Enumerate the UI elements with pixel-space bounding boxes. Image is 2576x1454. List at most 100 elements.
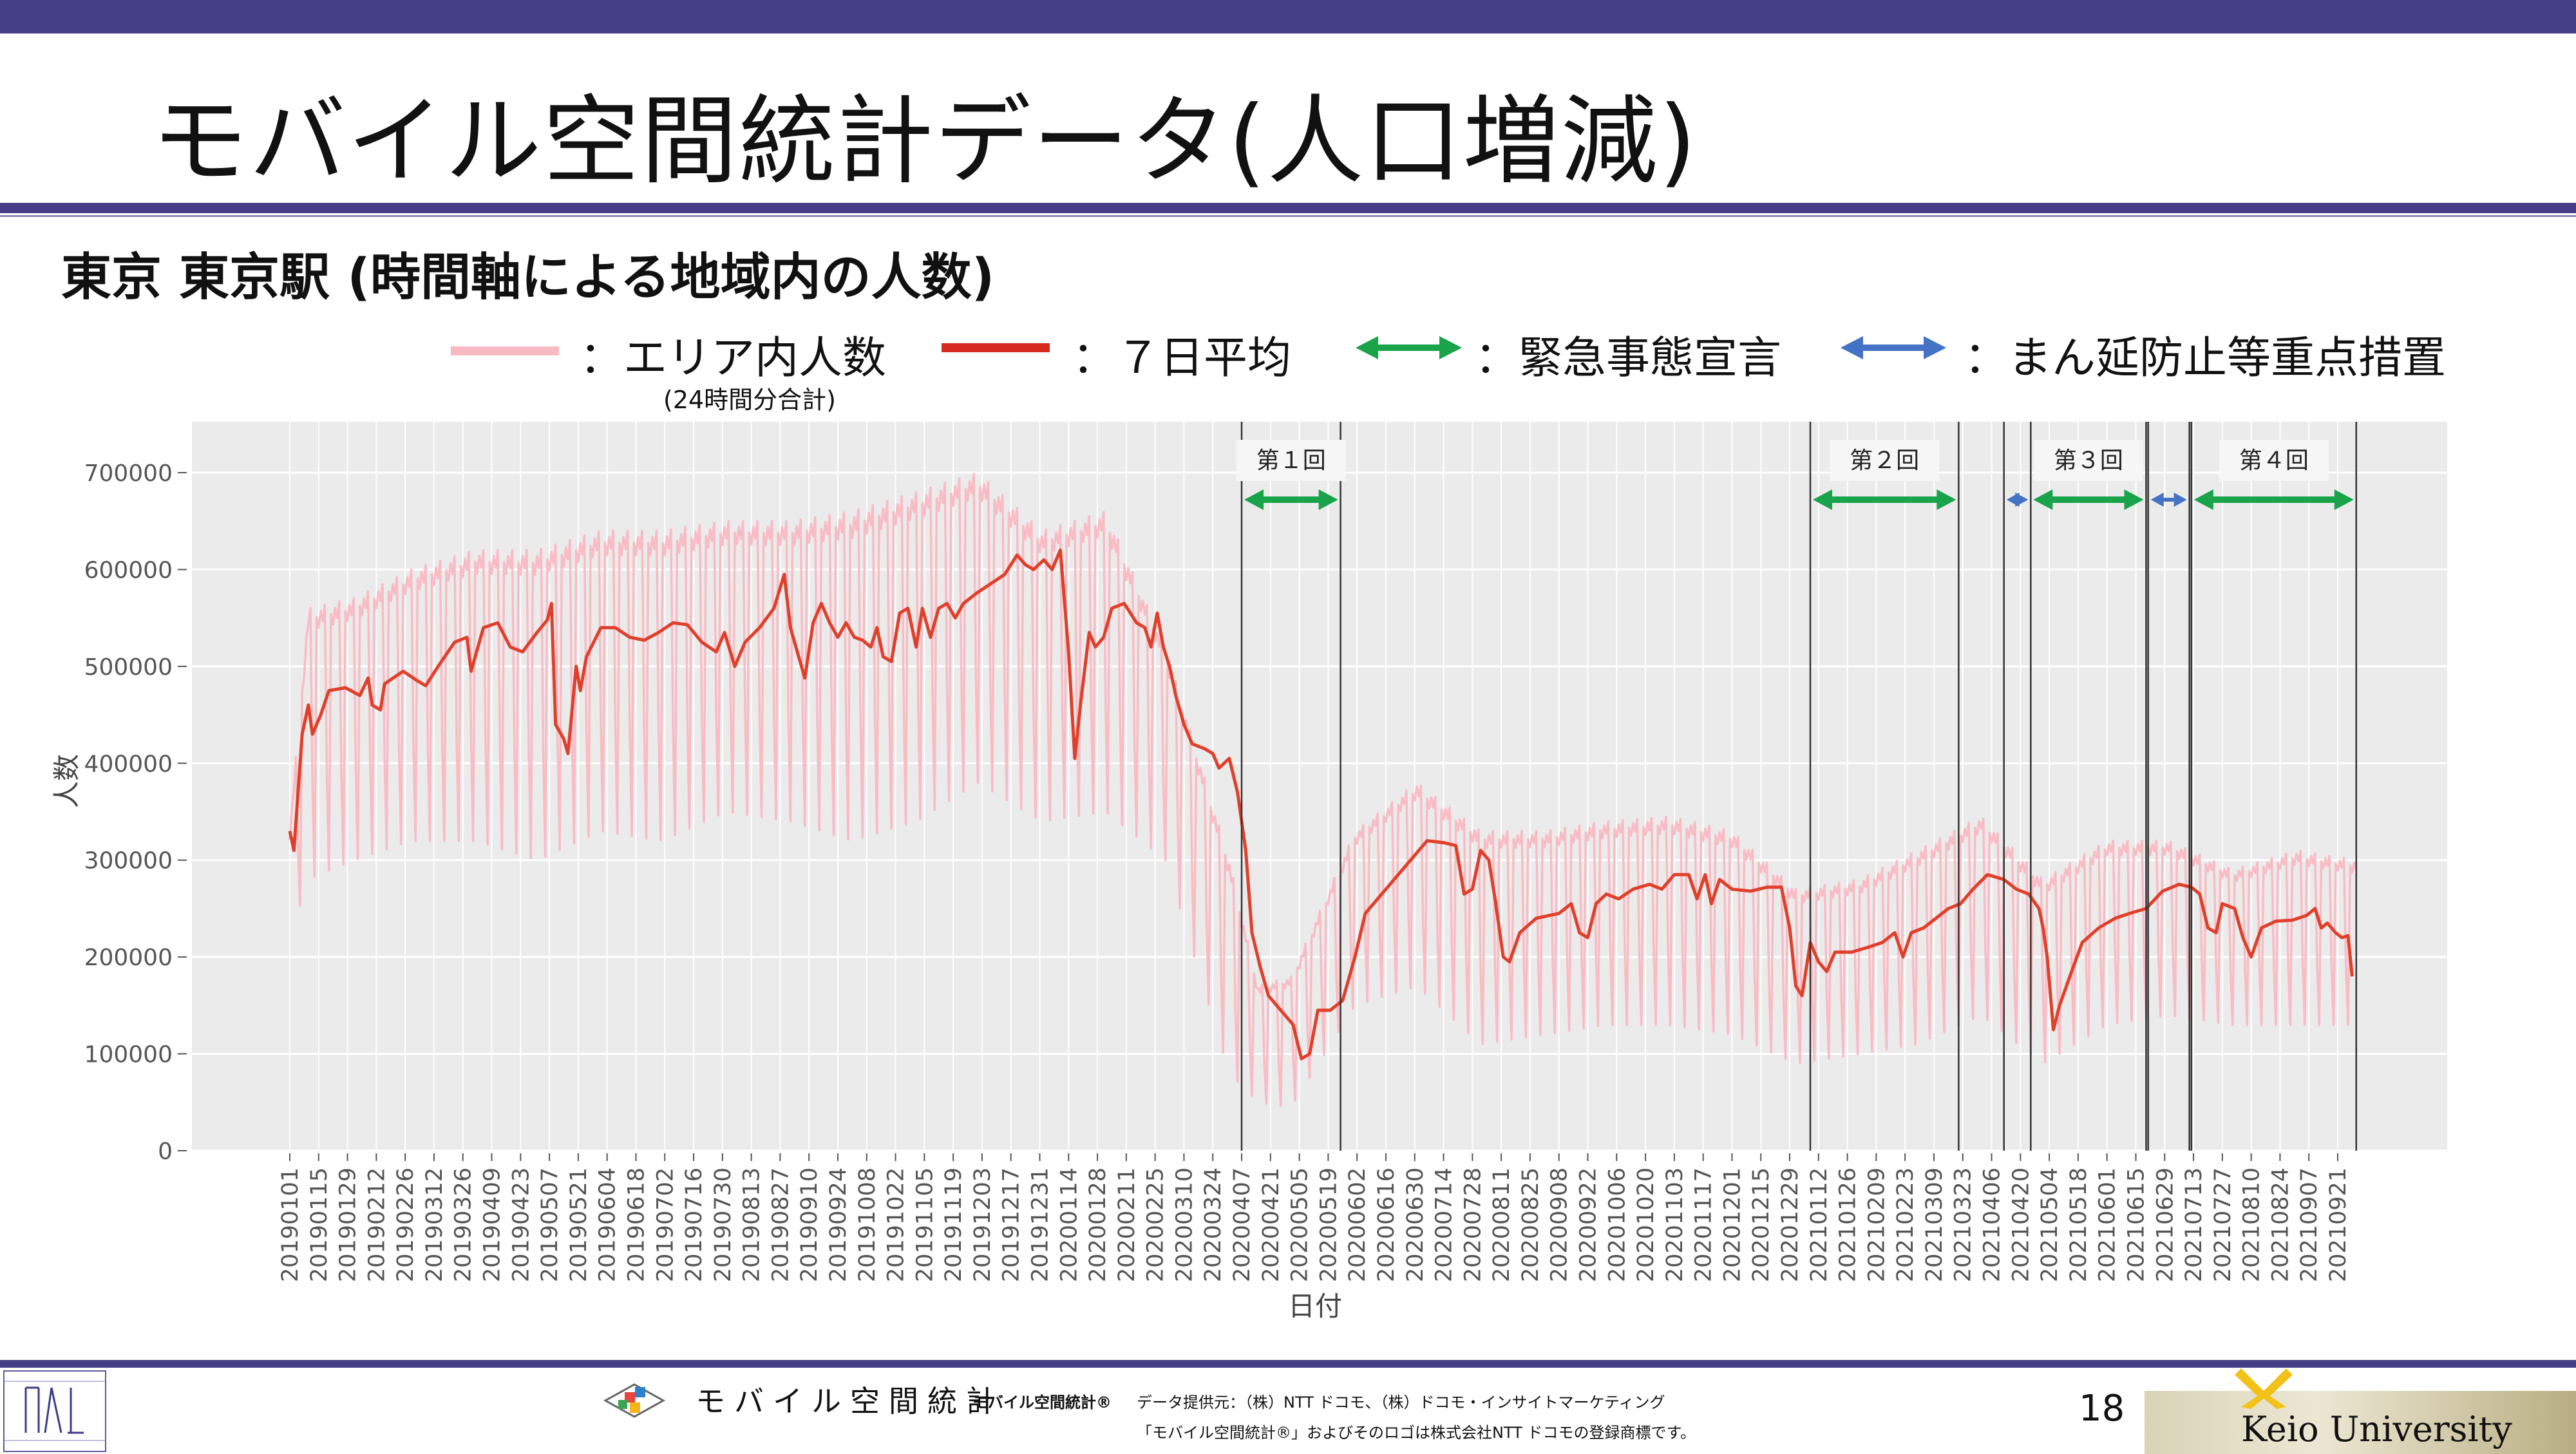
y-tick-label: 300000: [84, 848, 173, 874]
x-tick-label: 20191008: [855, 1167, 880, 1282]
x-tick-label: 20190702: [652, 1167, 678, 1282]
x-tick-label: 20200908: [1547, 1167, 1573, 1282]
x-tick-label: 20210223: [1893, 1167, 1918, 1282]
keio-pen-icon: [2235, 1368, 2293, 1409]
period-label: 第３回: [2054, 448, 2123, 474]
x-tick-label: 20201215: [1748, 1167, 1774, 1282]
x-tick-label: 20200728: [1460, 1167, 1486, 1282]
y-tick-label: 100000: [84, 1042, 173, 1068]
x-tick-label: 20191231: [1028, 1167, 1054, 1282]
top-bar: [0, 0, 2576, 33]
x-tick-label: 20191022: [884, 1167, 909, 1282]
x-tick-label: 20200211: [1114, 1167, 1140, 1282]
raw-series-line: [289, 473, 2358, 1107]
y-axis-label: 人数: [51, 753, 82, 808]
x-tick-label: 20191217: [999, 1167, 1025, 1282]
period-label-box: [1236, 440, 1346, 481]
legend-raw-label: ：エリア内人数: [580, 333, 887, 384]
x-tick-label: 20200602: [1345, 1167, 1370, 1282]
data-credit: データ提供元：（株）NTT ドコモ、（株）ドコモ・インサイトマーケティング: [1137, 1393, 1665, 1412]
x-tick-label: 20210713: [2181, 1167, 2207, 1282]
x-tick-label: 20190521: [566, 1167, 592, 1282]
mobile-stats-logo-icon: [603, 1383, 666, 1418]
emergency-arrow-head: [2334, 489, 2354, 510]
legend-emergency-label: ：緊急事態宣言: [1475, 333, 1782, 384]
x-tick-label: 20200630: [1403, 1167, 1428, 1282]
x-tick-label: 20191203: [970, 1167, 996, 1282]
period-label-box: [2033, 440, 2143, 481]
x-tick-label: 20201117: [1691, 1167, 1717, 1282]
y-tick-label: 700000: [84, 460, 173, 487]
x-tick-label: 20200519: [1316, 1167, 1341, 1282]
y-tick-label: 500000: [84, 654, 173, 681]
x-tick-label: 20210504: [2037, 1167, 2063, 1282]
footer-rule: [0, 1360, 2576, 1368]
x-tick-label: 20200811: [1489, 1167, 1515, 1282]
title-rule: [0, 203, 2576, 213]
x-tick-label: 20190813: [739, 1167, 765, 1282]
x-tick-label: 20210126: [1835, 1167, 1861, 1282]
emergency-arrow-head: [1318, 489, 1338, 510]
x-tick-label: 20210209: [1864, 1167, 1889, 1282]
x-tick-label: 20210420: [2008, 1167, 2034, 1282]
x-tick-label: 20200225: [1143, 1167, 1169, 1282]
period-label-box: [1830, 440, 1940, 481]
x-tick-label: 20201201: [1719, 1167, 1745, 1282]
emergency-arrow-head: [1244, 489, 1264, 510]
x-tick-label: 20190115: [307, 1167, 332, 1282]
legend-raw-sublabel: (24時間分合計): [663, 386, 837, 414]
y-tick-label: 400000: [84, 751, 173, 777]
x-tick-label: 20200324: [1200, 1167, 1226, 1282]
emergency-arrow-head: [2193, 489, 2213, 510]
slide-title: モバイル空間統計データ(人口増減): [151, 86, 1698, 198]
title-rule-thin: [0, 215, 2576, 217]
emergency-arrow-head: [2124, 489, 2144, 510]
lab-logo: [3, 1370, 106, 1452]
x-tick-label: 20190423: [508, 1167, 534, 1282]
x-tick-label: 20210727: [2210, 1167, 2236, 1282]
emergency-arrow-head: [1937, 489, 1956, 510]
mobile-stats-logo-text: モバイル空間統計: [696, 1384, 1005, 1419]
x-tick-label: 20190226: [393, 1167, 419, 1282]
x-tick-label: 20201020: [1633, 1167, 1659, 1282]
x-tick-label: 20201006: [1604, 1167, 1630, 1282]
x-tick-label: 20210907: [2297, 1167, 2322, 1282]
x-tick-label: 20190924: [826, 1167, 851, 1282]
emergency-arrow-head: [1813, 489, 1833, 510]
x-tick-label: 20190507: [537, 1167, 563, 1282]
x-tick-label: 20201103: [1662, 1167, 1688, 1282]
period-label-box: [2219, 440, 2329, 481]
quasi-arrow-head: [2174, 493, 2187, 507]
population-chart: 0 100000 200000 300000 400000 500000 600000 700…: [84, 422, 2447, 1282]
x-tick-label: 20200714: [1432, 1167, 1457, 1282]
x-tick-label: 20190604: [595, 1167, 621, 1282]
quasi-arrow-head: [2150, 493, 2164, 507]
plot-background: [192, 422, 2447, 1151]
x-tick-label: 20210629: [2152, 1167, 2178, 1282]
mobile-stats-trademark: モバイル空間統計®: [972, 1393, 1112, 1412]
x-tick-label: 20190730: [710, 1167, 736, 1282]
x-tick-label: 20210406: [1980, 1167, 2005, 1282]
x-tick-label: 20190618: [623, 1167, 649, 1282]
x-axis-label: 日付: [1288, 1290, 1343, 1322]
x-tick-label: 20201229: [1777, 1167, 1803, 1282]
legend-quasi-label: ：まん延防止等重点措置: [1964, 333, 2447, 384]
emergency-arrow-head: [2033, 489, 2053, 510]
x-tick-label: 20210810: [2239, 1167, 2265, 1282]
x-tick-label: 20200407: [1229, 1167, 1255, 1282]
x-tick-label: 20190910: [797, 1167, 822, 1282]
x-tick-label: 20210921: [2325, 1167, 2351, 1282]
trademark-notice: 「モバイル空間統計®」およびそのロゴは株式会社NTT ドコモの登録商標です。: [1137, 1424, 1696, 1442]
x-tick-label: 20200922: [1575, 1167, 1601, 1282]
x-tick-label: 20210518: [2066, 1167, 2092, 1282]
legend: [451, 336, 1946, 359]
x-tick-label: 20200310: [1171, 1167, 1197, 1282]
x-tick-label: 20190827: [768, 1167, 793, 1282]
legend-avg-label: ：７日平均: [1072, 333, 1292, 384]
x-tick-label: 20200505: [1287, 1167, 1313, 1282]
legend-emergency-arrow: [1356, 336, 1462, 359]
x-tick-label: 20190326: [451, 1167, 477, 1282]
period-label: 第４回: [2239, 448, 2309, 474]
x-tick-label: 20190129: [336, 1167, 361, 1282]
chart-subtitle: 東京 東京駅 (時間軸による地域内の人数): [61, 249, 995, 307]
